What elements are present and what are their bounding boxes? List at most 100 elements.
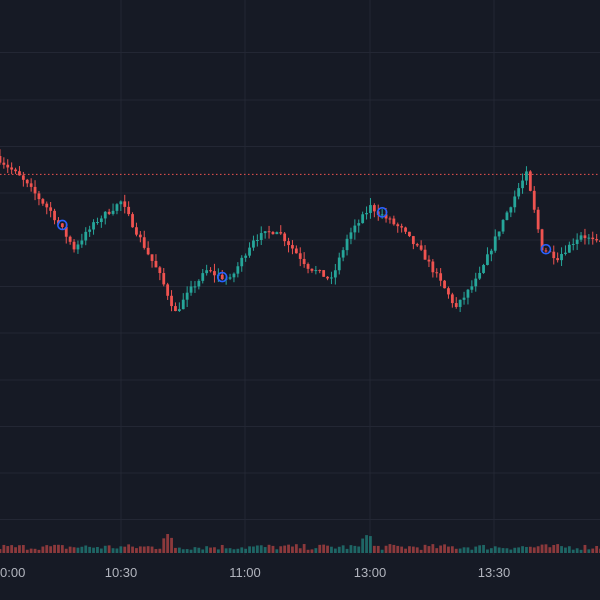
candle-body	[497, 231, 501, 237]
volume-bar	[76, 547, 80, 553]
candle-body	[283, 233, 287, 242]
volume-bar	[318, 544, 322, 553]
volume-bar	[158, 548, 162, 553]
candle-body	[37, 193, 41, 200]
candle-body	[271, 232, 275, 235]
candle-body	[142, 237, 146, 248]
candle-body	[232, 273, 236, 278]
candle-body	[431, 261, 435, 273]
candle-body	[146, 247, 150, 255]
candle-body	[96, 222, 99, 224]
volume-bar	[209, 547, 212, 553]
candle-body	[493, 236, 497, 251]
volume-bar	[536, 546, 540, 553]
candle-body	[103, 211, 107, 219]
candle-body	[314, 270, 318, 272]
candle-body	[587, 237, 591, 239]
volume-bar	[45, 545, 49, 553]
candle-body	[10, 167, 14, 170]
x-tick-label: 13:00	[354, 565, 387, 580]
volume-bar	[310, 549, 314, 553]
candle-body	[45, 203, 49, 208]
volume-bar	[10, 545, 14, 553]
candle-body	[53, 210, 56, 221]
candle-body	[365, 212, 368, 215]
candle-body	[209, 270, 212, 272]
volume-bar	[189, 549, 193, 553]
candle-body	[349, 232, 353, 239]
candle-body	[396, 224, 400, 227]
candle-body	[443, 280, 446, 289]
volume-bar	[458, 548, 462, 553]
volume-bar	[349, 545, 353, 553]
volume-bar	[548, 547, 552, 553]
candle-body	[560, 253, 563, 261]
volume-bar	[29, 548, 33, 553]
candle-body	[369, 205, 372, 213]
volume-bar	[571, 549, 575, 553]
candle-body	[544, 250, 548, 252]
candle-body	[450, 294, 454, 304]
volume-bar	[579, 549, 583, 553]
volume-bar	[64, 548, 68, 553]
volume-bar	[404, 548, 407, 553]
candle-body	[435, 272, 439, 274]
volume-bar	[567, 546, 571, 553]
volume-bar	[267, 544, 271, 553]
volume-bar	[80, 546, 84, 553]
candle-body	[80, 240, 84, 245]
volume-bar	[595, 546, 599, 553]
candle-body	[404, 227, 407, 232]
volume-bar	[564, 547, 567, 553]
candle-body	[166, 284, 170, 296]
volume-bar	[450, 546, 454, 553]
candle-body	[392, 218, 396, 225]
volume-bar	[431, 544, 435, 553]
volume-bar	[411, 546, 415, 553]
candle-body	[228, 277, 232, 279]
candle-body	[76, 244, 80, 250]
volume-bar	[263, 547, 267, 553]
volume-bar	[435, 548, 439, 553]
volume-bar	[587, 549, 591, 553]
candle-body	[275, 232, 279, 235]
volume-bar	[68, 546, 72, 553]
x-tick-label: 0:00	[0, 565, 25, 580]
volume-bar	[201, 549, 205, 553]
volume-bar	[396, 545, 400, 553]
candle-body	[29, 183, 33, 187]
volume-bar	[2, 544, 6, 553]
volume-bar	[96, 547, 99, 553]
candle-body	[509, 207, 513, 213]
volume-bar	[560, 546, 563, 553]
candle-body	[267, 231, 271, 233]
candle-body	[466, 289, 470, 298]
candle-body	[372, 205, 376, 212]
volume-bars	[0, 534, 600, 553]
candle-body	[400, 226, 404, 228]
volume-bar	[240, 547, 244, 553]
candle-body	[255, 240, 259, 242]
candle-body	[220, 274, 224, 280]
volume-bar	[322, 544, 326, 553]
volume-bar	[400, 546, 404, 553]
candle-body	[470, 286, 474, 290]
volume-bar	[53, 544, 56, 553]
candle-body	[505, 212, 509, 221]
volume-bar	[275, 549, 279, 553]
candle-body	[99, 218, 103, 223]
volume-bar	[177, 547, 181, 553]
volume-bar	[119, 546, 123, 553]
volume-bar	[591, 548, 595, 553]
candle-body	[185, 292, 189, 300]
volume-bar	[353, 545, 357, 553]
volume-bar	[123, 546, 127, 553]
candle-body	[170, 295, 173, 307]
candle-body	[357, 223, 361, 226]
candle-body	[252, 240, 255, 248]
candle-body	[259, 233, 263, 241]
volume-bar	[37, 549, 41, 553]
candle-body	[92, 222, 95, 230]
time-axis: 0:00 10:30 11:00 13:00 13:30	[0, 565, 510, 580]
